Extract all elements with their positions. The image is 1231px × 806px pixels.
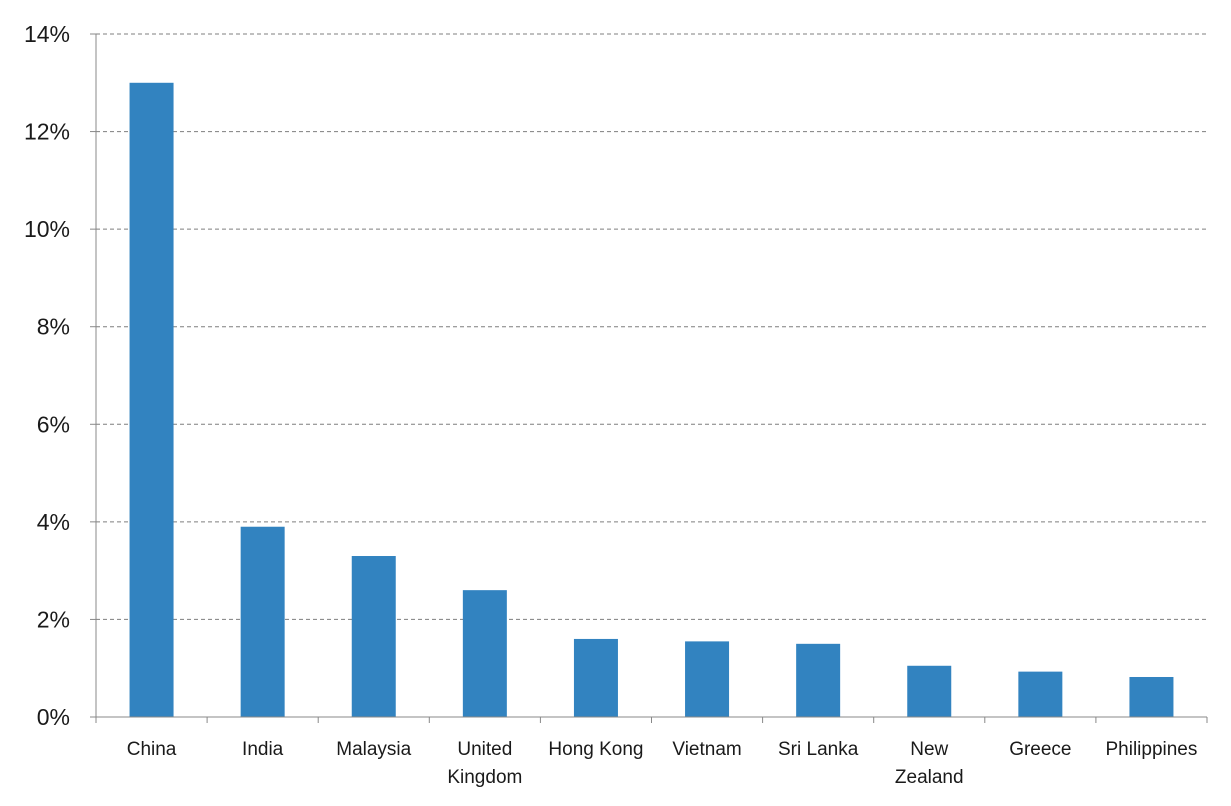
y-tick-label: 0% — [37, 704, 70, 730]
bar-india — [240, 526, 285, 717]
y-tick-labels: 0% 2% 4% 6% 8% 10% 12% 14% — [24, 21, 70, 730]
x-category-label: India — [242, 739, 284, 760]
bar-hong-kong — [573, 638, 618, 717]
y-tick-label: 2% — [37, 606, 70, 632]
y-tick-label: 12% — [24, 119, 70, 145]
bar-philippines — [1129, 676, 1174, 717]
bar-new-zealand — [907, 665, 952, 717]
x-category-label: Hong Kong — [548, 739, 643, 760]
y-tick-label: 10% — [24, 216, 70, 242]
y-tick-label: 4% — [37, 509, 70, 535]
x-category-label: Sri Lanka — [778, 739, 859, 760]
bar-sri-lanka — [796, 643, 841, 717]
y-tick-label: 8% — [37, 314, 70, 340]
bar-malaysia — [351, 556, 396, 717]
x-category-label: Vietnam — [672, 739, 741, 760]
bar-greece — [1018, 671, 1063, 717]
x-category-label: New Zealand — [895, 739, 964, 788]
x-category-label: Malaysia — [336, 739, 411, 760]
x-category-label: China — [127, 739, 177, 760]
axes — [90, 33, 1208, 723]
bars — [129, 82, 1174, 718]
bar-united-kingdom — [462, 590, 507, 717]
gridlines — [96, 33, 1207, 620]
x-category-label: United Kingdom — [447, 739, 522, 788]
x-category-label: Greece — [1009, 739, 1071, 760]
x-category-label: Philippines — [1105, 739, 1197, 760]
bar-vietnam — [685, 641, 730, 717]
x-category-labels: China India Malaysia United Kingdom Hong Kong… — [127, 739, 1198, 788]
y-tick-label: 6% — [37, 411, 70, 437]
y-tick-label: 14% — [24, 21, 70, 47]
bar-china — [129, 82, 174, 718]
